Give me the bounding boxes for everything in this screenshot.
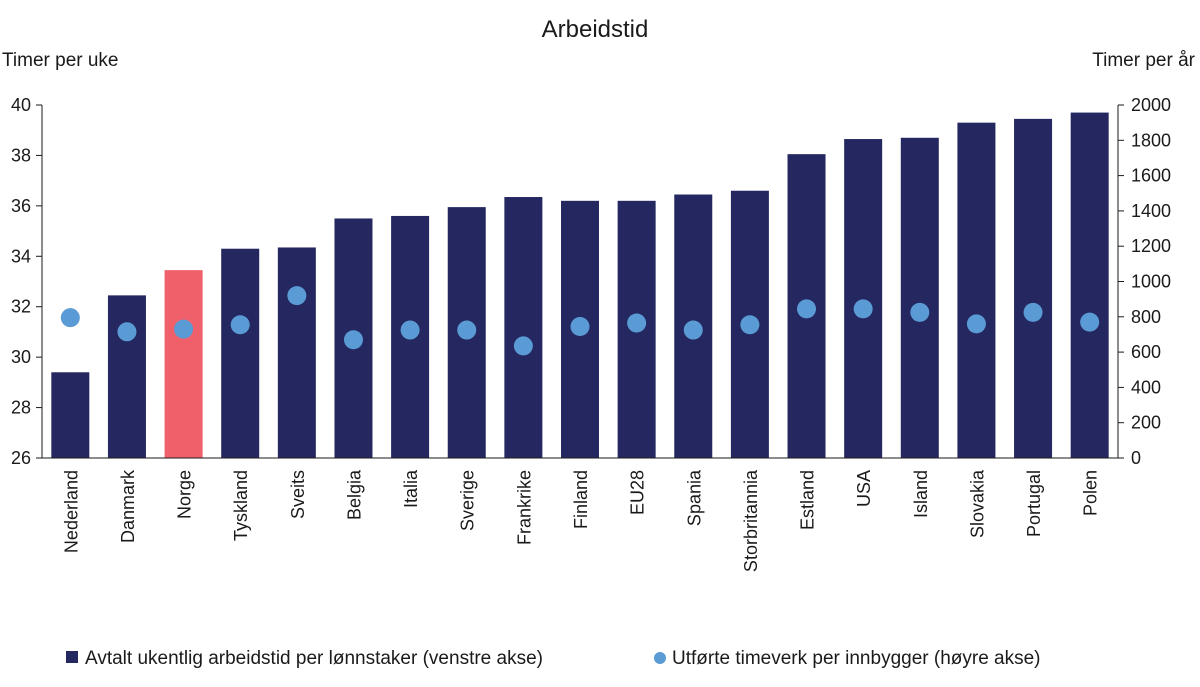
left-tick-label: 26 xyxy=(11,448,31,468)
right-tick-label: 1000 xyxy=(1131,272,1171,292)
right-tick-label: 800 xyxy=(1131,307,1161,327)
legend: Avtalt ukentlig arbeidstid per lønnstake… xyxy=(66,648,1041,669)
dot-point xyxy=(1080,312,1100,332)
dot-point xyxy=(683,320,703,340)
left-tick-label: 34 xyxy=(11,246,31,266)
category-label: Finland xyxy=(571,470,591,529)
chart-title: Arbeidstid xyxy=(542,16,649,43)
category-label: USA xyxy=(854,470,874,507)
legend-bar-swatch xyxy=(66,651,78,663)
dot-point xyxy=(627,313,647,333)
category-label: EU28 xyxy=(628,470,648,515)
category-label: Slovakia xyxy=(967,469,987,538)
dot-point xyxy=(343,330,363,350)
dot-point xyxy=(740,315,760,335)
bar xyxy=(844,139,883,458)
category-label: Italia xyxy=(401,469,421,508)
category-label: Sveits xyxy=(288,470,308,519)
left-tick-label: 30 xyxy=(11,347,31,367)
right-tick-label: 1600 xyxy=(1131,166,1171,186)
bar xyxy=(1014,118,1053,458)
category-label: Storbritannia xyxy=(741,469,761,572)
dot-point xyxy=(910,302,930,322)
legend-bar-label: Avtalt ukentlig arbeidstid per lønnstake… xyxy=(85,648,543,669)
category-label: Island xyxy=(911,470,931,518)
bar xyxy=(164,270,203,458)
dot-point xyxy=(513,336,533,356)
right-tick-label: 200 xyxy=(1131,413,1161,433)
left-tick-label: 28 xyxy=(11,398,31,418)
left-axis: 26 28 30 32 34 36 38 40 xyxy=(11,95,42,468)
right-tick-label: 1200 xyxy=(1131,236,1171,256)
right-tick-label: 1400 xyxy=(1131,201,1171,221)
dot-point xyxy=(797,299,817,319)
left-tick-label: 40 xyxy=(11,95,31,115)
dot-point xyxy=(60,308,80,328)
dot-point xyxy=(287,286,307,306)
bar xyxy=(107,295,146,458)
left-tick-label: 32 xyxy=(11,297,31,317)
category-label: Polen xyxy=(1081,470,1101,516)
right-tick-label: 1800 xyxy=(1131,130,1171,150)
dot-point xyxy=(117,322,137,342)
right-axis: 0 200 400 600 800 1000 1200 1400 1600 1800 2000 xyxy=(1118,95,1171,468)
right-tick-label: 2000 xyxy=(1131,95,1171,115)
dot-point xyxy=(457,320,477,340)
dot-point xyxy=(400,320,420,340)
left-tick-label: 36 xyxy=(11,196,31,216)
dot-point xyxy=(570,317,590,337)
category-labels: Nederland Danmark Norge Tyskland Sveits Belgi… xyxy=(61,469,1100,572)
dot-point xyxy=(230,315,250,335)
bar xyxy=(1070,112,1109,459)
bar xyxy=(51,372,90,458)
right-tick-label: 0 xyxy=(1131,448,1141,468)
category-label: Nederland xyxy=(61,470,81,553)
bar xyxy=(221,248,260,458)
right-tick-label: 600 xyxy=(1131,342,1161,362)
category-label: Frankrike xyxy=(514,470,534,545)
right-axis-label: Timer per år xyxy=(1092,50,1195,71)
left-tick-label: 38 xyxy=(11,145,31,165)
category-label: Belgia xyxy=(344,469,364,520)
legend-dot-swatch xyxy=(654,652,666,664)
bar xyxy=(957,122,996,459)
bar xyxy=(277,247,316,458)
bar-series xyxy=(51,112,1109,459)
left-axis-label: Timer per uke xyxy=(2,50,119,71)
legend-dot-label: Utførte timeverk per innbygger (høyre ak… xyxy=(672,648,1041,669)
category-label: Sverige xyxy=(458,470,478,531)
right-tick-label: 400 xyxy=(1131,377,1161,397)
dot-point xyxy=(1023,302,1043,322)
bar xyxy=(900,137,939,458)
category-label: Danmark xyxy=(118,469,138,543)
bar xyxy=(504,197,543,458)
dot-point xyxy=(853,299,873,319)
category-label: Tyskland xyxy=(231,470,251,541)
category-label: Portugal xyxy=(1024,470,1044,537)
dot-series xyxy=(60,286,1100,356)
category-label: Spania xyxy=(684,469,704,526)
dot-point xyxy=(174,319,194,339)
category-label: Norge xyxy=(175,470,195,519)
dot-point xyxy=(966,314,986,334)
category-label: Estland xyxy=(798,470,818,530)
